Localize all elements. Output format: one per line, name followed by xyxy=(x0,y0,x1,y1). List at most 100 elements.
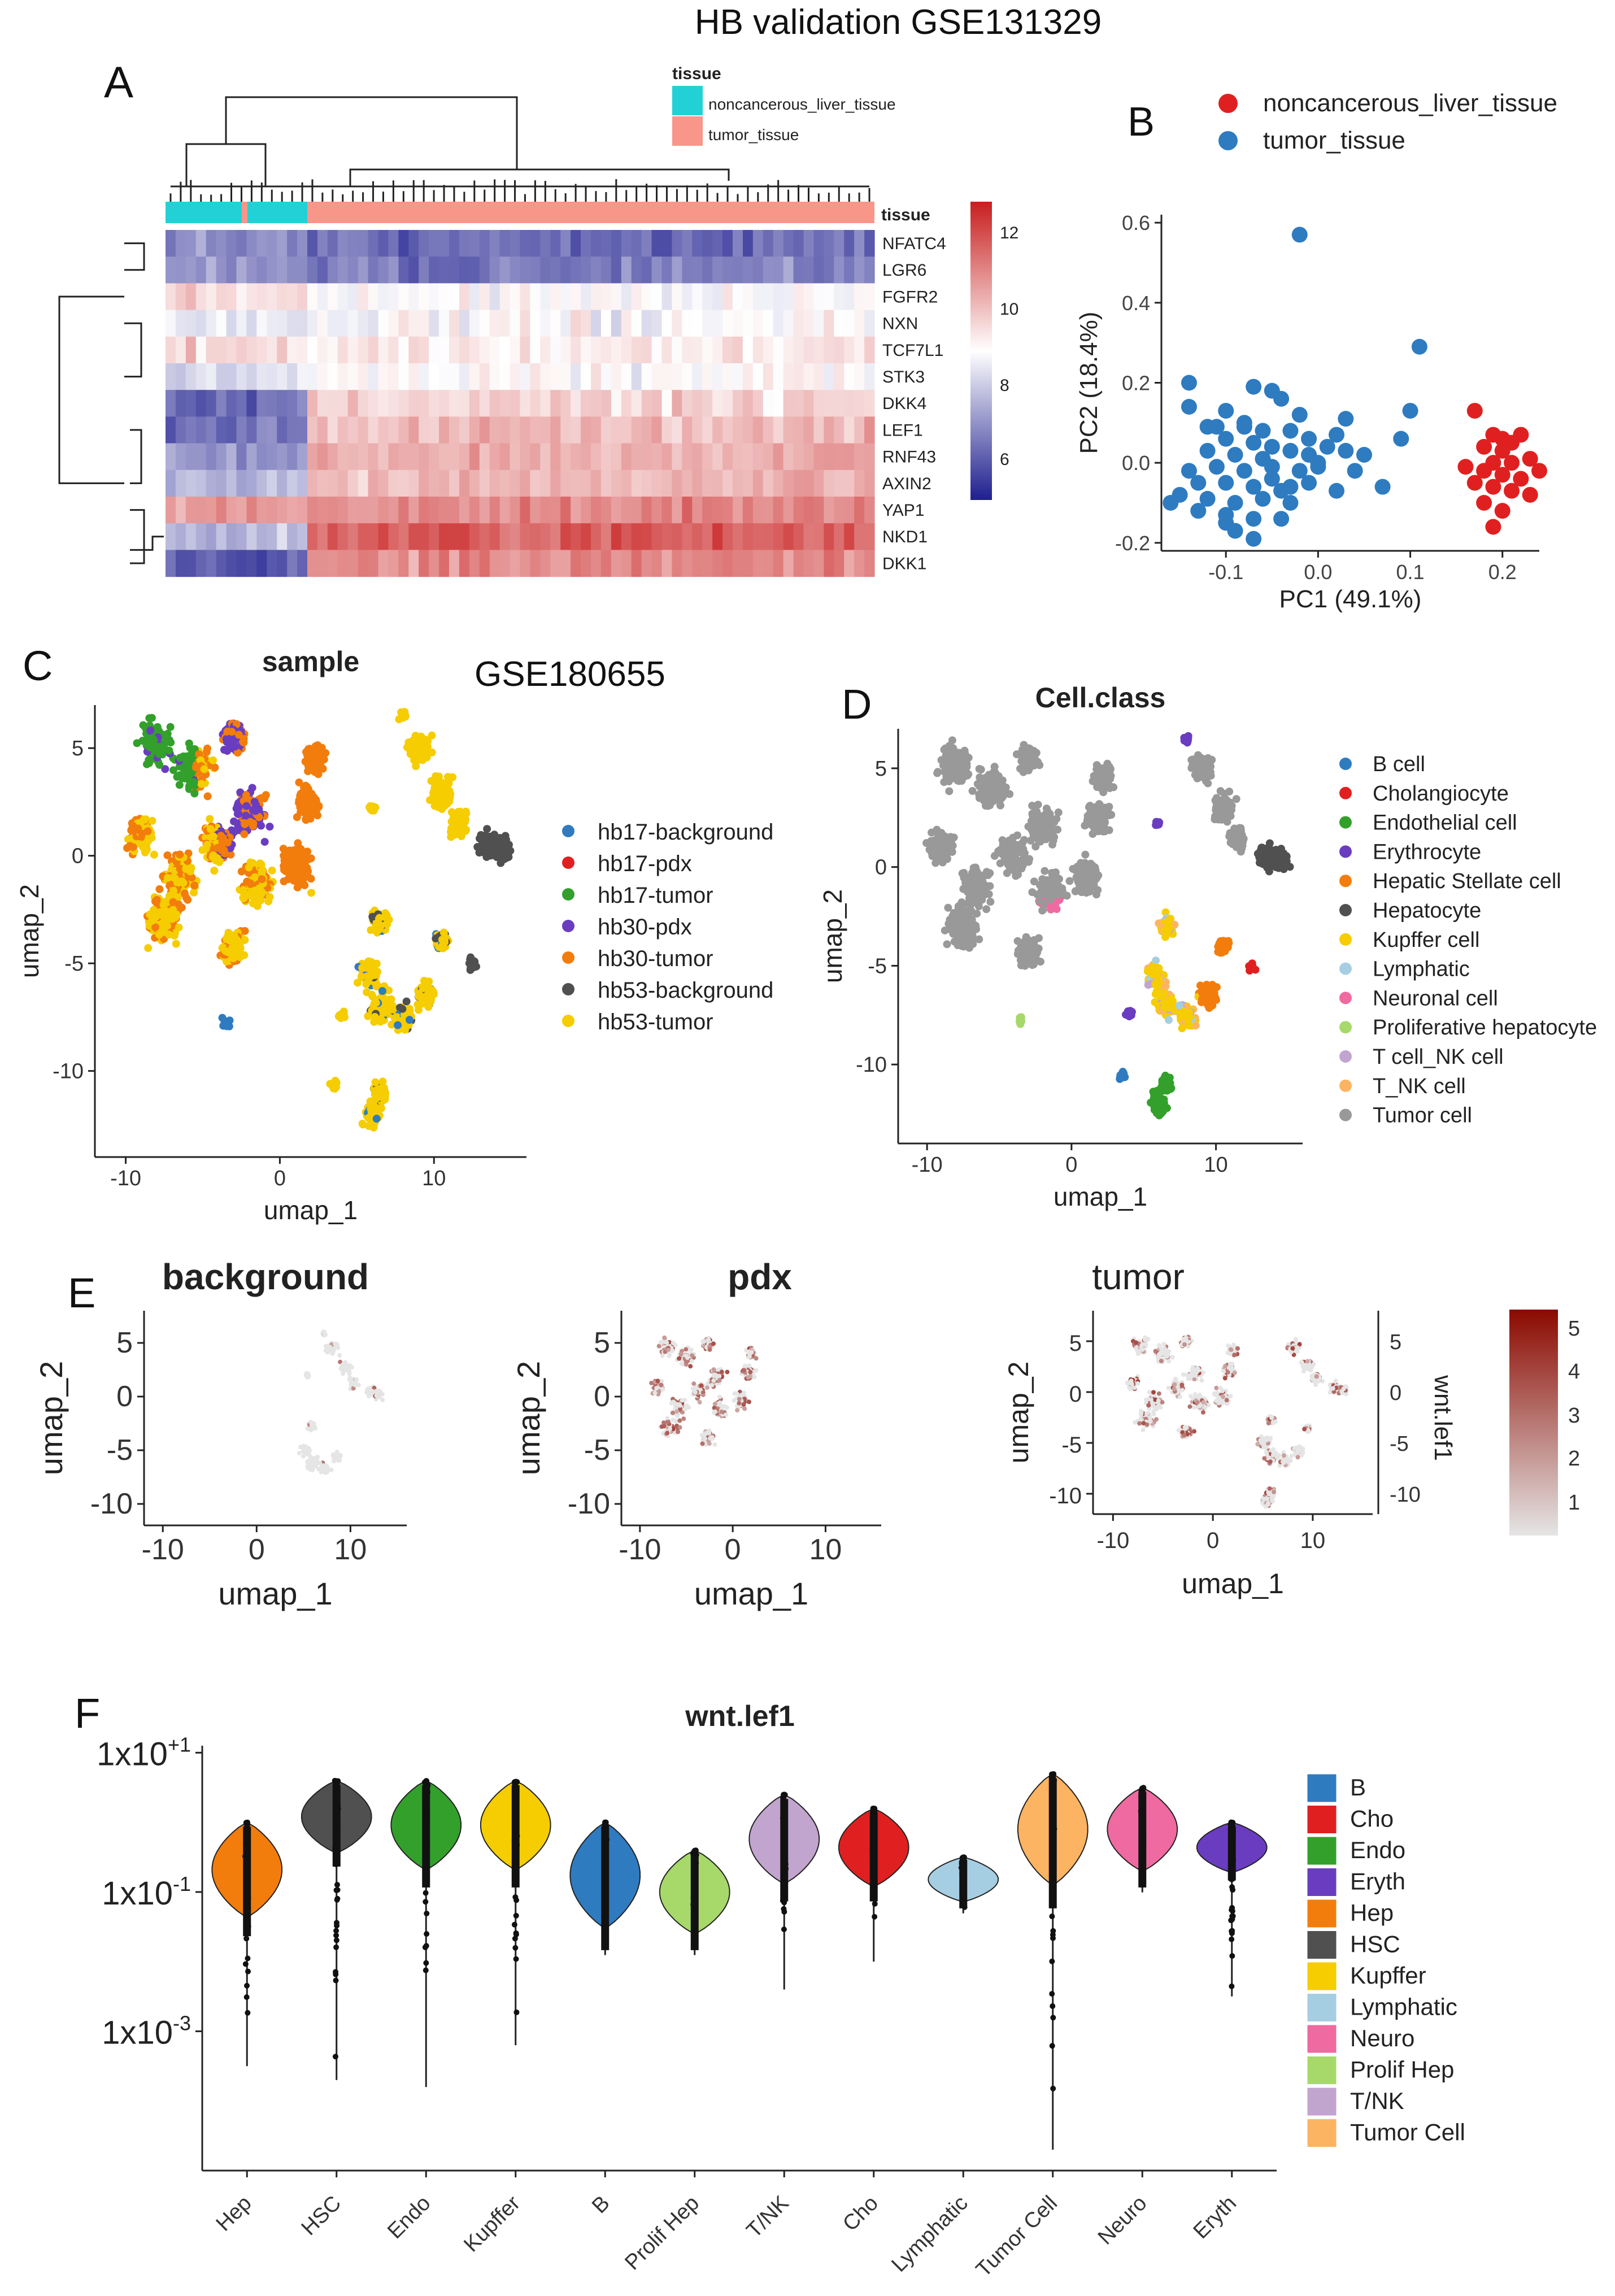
heatmap-cell xyxy=(611,283,622,311)
umap-point xyxy=(1055,875,1064,883)
heatmap-cell xyxy=(347,336,359,364)
umap-point xyxy=(378,987,386,995)
heatmap-cell xyxy=(844,443,855,471)
heatmap-cell xyxy=(813,523,824,550)
heatmap-cell xyxy=(692,523,703,550)
heatmap-cell xyxy=(166,469,176,497)
umap-point xyxy=(986,801,994,810)
heatmap-cell xyxy=(591,283,602,311)
heatmap-cell xyxy=(236,523,247,550)
pca-point xyxy=(1504,482,1520,499)
gene-label-nfatc4: NFATC4 xyxy=(882,234,946,253)
heatmap-cell xyxy=(763,336,774,364)
heatmap-cell xyxy=(347,497,359,524)
heatmap-cell xyxy=(571,550,581,577)
heatmap-cell xyxy=(499,336,511,364)
heatmap-cell xyxy=(297,443,308,471)
heatmap-cell xyxy=(581,416,591,444)
umap-point xyxy=(375,914,384,922)
umap-point xyxy=(155,885,164,893)
heatmap-cell xyxy=(195,469,207,497)
heatmap-cell xyxy=(692,416,703,444)
heatmap-cell xyxy=(520,283,531,311)
heatmap-cell xyxy=(175,310,186,337)
heatmap-cell xyxy=(408,310,419,337)
heatmap-cell xyxy=(479,469,490,497)
heatmap-cell xyxy=(550,230,561,257)
umap-point xyxy=(475,843,483,852)
heatmap-cell xyxy=(358,230,369,257)
pca-point xyxy=(1466,403,1483,419)
heatmap-cell xyxy=(571,443,581,471)
heatmap-cell xyxy=(479,550,490,577)
heatmap-cell xyxy=(742,550,754,577)
umap-point xyxy=(497,859,505,867)
umap-point xyxy=(957,770,965,779)
heatmap-cell xyxy=(722,310,733,337)
umap-point xyxy=(143,827,152,836)
umap-point xyxy=(155,760,164,769)
umap-point xyxy=(295,778,303,786)
heatmap-cell xyxy=(459,469,470,497)
heatmap-cell xyxy=(600,390,612,417)
heatmap-cell xyxy=(185,497,197,524)
heatmap-cell xyxy=(550,523,561,550)
heatmap-cell xyxy=(682,416,693,444)
heatmap-cell xyxy=(600,310,612,337)
heatmap-cell xyxy=(398,256,409,284)
heatmap-cell xyxy=(267,443,277,471)
heatmap-colorbar xyxy=(970,202,992,500)
heatmap-cell xyxy=(682,283,693,311)
umap-point xyxy=(169,873,177,881)
heatmap-cell xyxy=(358,416,369,444)
heatmap-cell xyxy=(267,256,277,284)
heatmap-cell xyxy=(864,310,875,337)
heatmap-cell xyxy=(864,336,875,364)
umap-point xyxy=(969,864,978,872)
heatmap-cell xyxy=(206,363,217,390)
heatmap-cell xyxy=(297,416,308,444)
heatmap-cell xyxy=(783,256,794,284)
heatmap-cell xyxy=(499,497,511,524)
heatmap-cell xyxy=(672,283,682,311)
heatmap-cell xyxy=(641,523,652,550)
heatmap-cell xyxy=(327,283,338,311)
heatmap-cell xyxy=(429,363,439,390)
umap-point xyxy=(224,935,232,943)
heatmap-cell xyxy=(469,336,480,364)
pca-point xyxy=(1208,459,1225,475)
heatmap-cell xyxy=(530,363,541,390)
heatmap-cell xyxy=(560,550,571,577)
heatmap-cell xyxy=(733,256,743,284)
umap-point xyxy=(234,730,243,739)
heatmap-cell xyxy=(307,443,318,471)
heatmap-cell xyxy=(489,550,500,577)
heatmap-cell xyxy=(398,390,409,417)
heatmap-cell xyxy=(824,523,834,550)
heatmap-cell xyxy=(611,469,622,497)
heatmap-cell xyxy=(641,230,652,257)
heatmap-cell xyxy=(429,230,439,257)
heatmap-cell xyxy=(479,497,490,524)
heatmap-cell xyxy=(682,550,693,577)
heatmap-cell xyxy=(175,469,186,497)
umap-point xyxy=(188,769,196,777)
heatmap-cell xyxy=(783,523,794,550)
heatmap-cell xyxy=(499,363,511,390)
heatmap-cell xyxy=(834,497,844,524)
heatmap-cell xyxy=(733,416,743,444)
heatmap-cell xyxy=(408,256,419,284)
heatmap-cell xyxy=(439,523,450,550)
heatmap-cell xyxy=(439,443,450,471)
heatmap-cell xyxy=(267,336,277,364)
pca-point xyxy=(1199,490,1216,507)
heatmap-cell xyxy=(571,497,581,524)
heatmap-cell xyxy=(631,497,642,524)
heatmap-cell xyxy=(733,336,743,364)
heatmap-cell xyxy=(864,443,875,471)
umap-point xyxy=(378,1077,387,1086)
heatmap-cell xyxy=(611,363,622,390)
umap-point xyxy=(249,899,258,907)
heatmap-cell xyxy=(854,550,865,577)
